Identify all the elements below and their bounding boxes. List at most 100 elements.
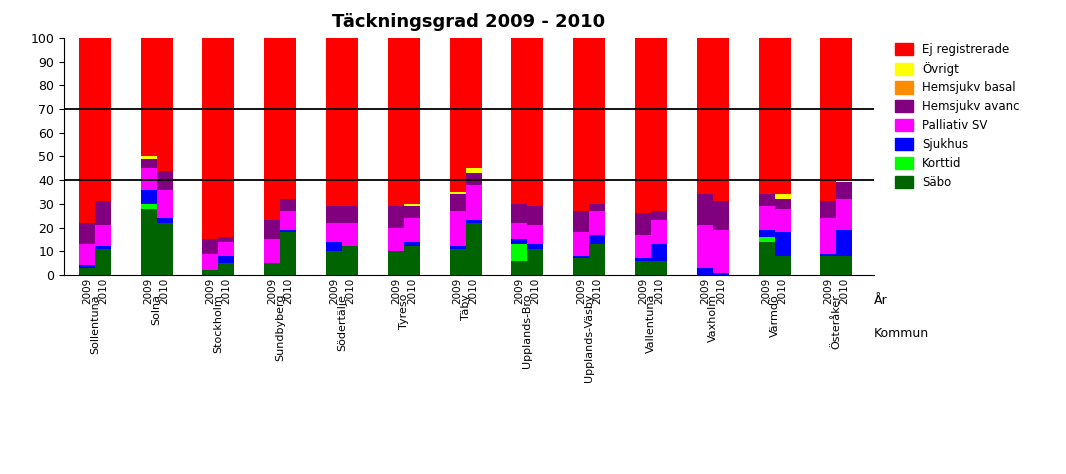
Bar [280, 199, 296, 211]
Bar [326, 38, 342, 206]
Bar [466, 223, 482, 275]
Bar [589, 244, 605, 275]
Bar [141, 168, 157, 190]
Text: Sundbyberg: Sundbyberg [275, 294, 286, 361]
Bar [450, 192, 466, 194]
Bar [404, 242, 420, 246]
Bar [528, 244, 544, 249]
Bar [141, 38, 157, 156]
Bar [157, 171, 173, 190]
Bar [219, 242, 235, 256]
Bar [95, 249, 111, 275]
Text: Österåker: Österåker [831, 294, 841, 349]
Text: Täby: Täby [461, 294, 470, 320]
Bar [837, 180, 853, 182]
Bar [466, 185, 482, 220]
Bar [528, 206, 544, 225]
Bar [651, 38, 667, 211]
Bar [342, 206, 358, 223]
Bar [157, 218, 173, 223]
Bar [342, 223, 358, 246]
Bar [203, 38, 219, 239]
Bar [141, 159, 157, 168]
Bar [326, 206, 342, 223]
Bar [141, 204, 157, 209]
Bar [326, 223, 342, 242]
Bar [837, 256, 853, 275]
Bar [79, 223, 95, 244]
Bar [79, 265, 95, 268]
Bar [388, 38, 404, 206]
Bar [574, 256, 589, 258]
Text: Tyresö: Tyresö [399, 294, 409, 329]
Bar [450, 211, 466, 246]
Bar [219, 38, 235, 237]
Bar [528, 225, 544, 244]
Bar [759, 242, 775, 275]
Text: Stockholm: Stockholm [213, 294, 224, 353]
Text: Södertälje: Södertälje [337, 294, 348, 351]
Bar [775, 194, 791, 199]
Bar [404, 246, 420, 275]
Bar [264, 239, 280, 263]
Bar [574, 232, 589, 256]
Bar [95, 38, 111, 201]
Bar [157, 38, 173, 171]
Bar [821, 201, 837, 218]
Bar [404, 218, 420, 242]
Bar [450, 38, 466, 192]
Bar [635, 213, 651, 235]
Bar [264, 38, 280, 220]
Bar [280, 232, 296, 275]
Bar [651, 220, 667, 244]
Text: År: År [874, 294, 888, 307]
Bar [775, 209, 791, 232]
Bar [95, 201, 111, 225]
Bar [759, 38, 775, 194]
Text: Upplands-Väsby: Upplands-Väsby [584, 294, 594, 383]
Bar [342, 246, 358, 275]
Bar [528, 249, 544, 275]
Bar [697, 268, 713, 275]
Bar [264, 263, 280, 275]
Bar [837, 182, 853, 199]
Bar [697, 225, 713, 268]
Bar [219, 256, 235, 263]
Bar [141, 190, 157, 204]
Text: Vaxholm: Vaxholm [708, 294, 717, 342]
Bar [342, 38, 358, 206]
Bar [157, 223, 173, 275]
Bar [775, 38, 791, 194]
Bar [79, 268, 95, 275]
Bar [574, 258, 589, 275]
Bar [157, 190, 173, 218]
Text: Solna: Solna [151, 294, 162, 325]
Bar [713, 273, 729, 275]
Text: Sollentuna: Sollentuna [90, 294, 100, 354]
Bar [79, 244, 95, 265]
Bar [821, 256, 837, 275]
Bar [635, 258, 651, 261]
Bar [466, 220, 482, 223]
Bar [589, 211, 605, 235]
Bar [697, 38, 713, 194]
Bar [589, 204, 605, 211]
Bar [203, 270, 219, 275]
Bar [775, 232, 791, 256]
Bar [713, 38, 729, 201]
Bar [775, 199, 791, 209]
Bar [635, 261, 651, 275]
Bar [759, 237, 775, 242]
Bar [404, 204, 420, 206]
Bar [821, 218, 837, 254]
Text: Upplands-Bro: Upplands-Bro [522, 294, 532, 368]
Text: Kommun: Kommun [874, 327, 930, 340]
Bar [450, 194, 466, 211]
Bar [388, 251, 404, 275]
Bar [837, 38, 853, 180]
Title: Täckningsgrad 2009 - 2010: Täckningsgrad 2009 - 2010 [333, 13, 605, 31]
Bar [450, 249, 466, 275]
Bar [651, 244, 667, 261]
Bar [141, 209, 157, 275]
Bar [589, 235, 605, 244]
